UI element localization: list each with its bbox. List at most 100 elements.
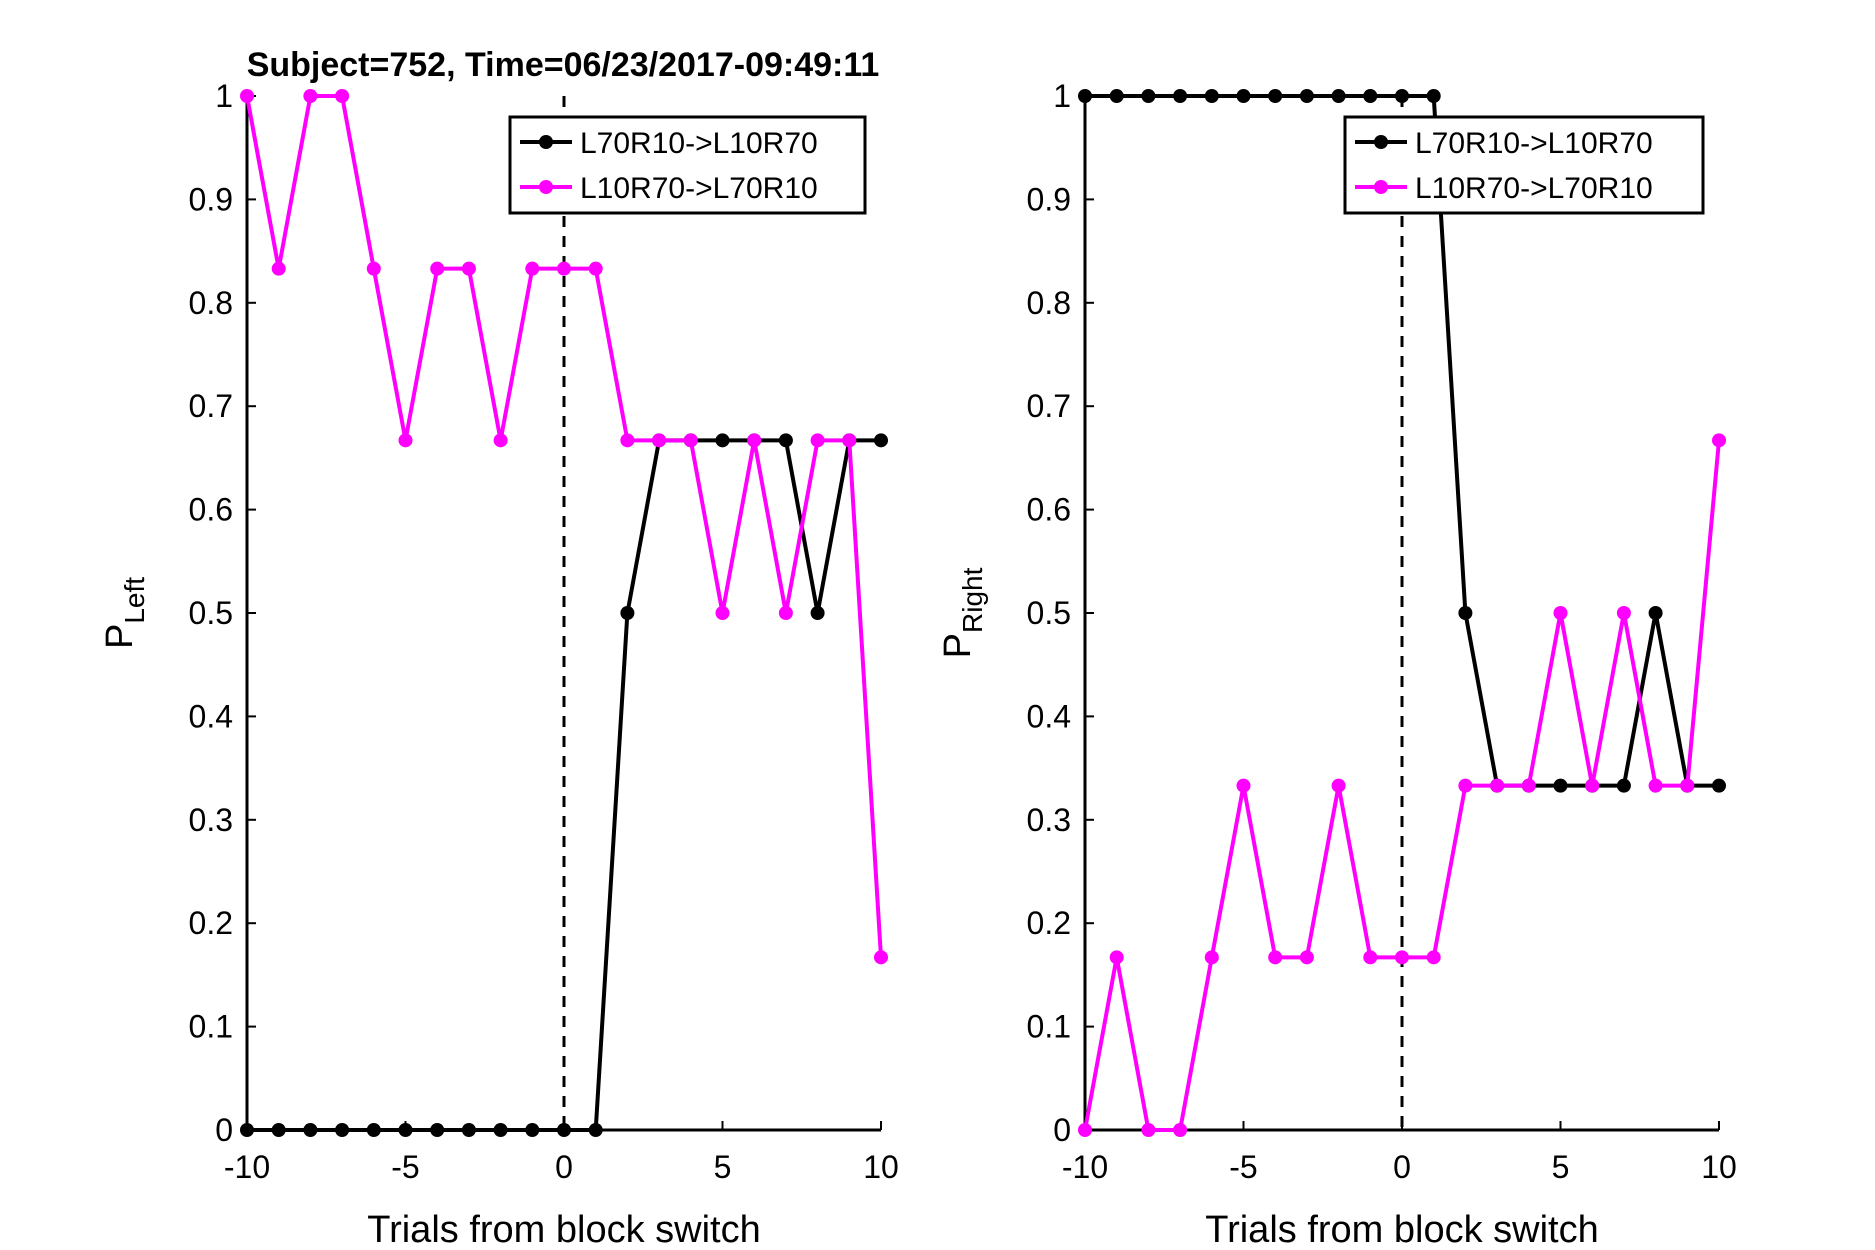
y-tick-label: 0.7: [1027, 388, 1071, 424]
x-tick-label: 0: [555, 1149, 573, 1185]
data-point: [715, 433, 730, 448]
data-point: [1458, 606, 1473, 620]
y-tick-label: 0.6: [189, 492, 233, 528]
data-point: [1268, 950, 1283, 965]
data-point: [1173, 89, 1188, 103]
y-tick-label: 0.2: [189, 905, 233, 941]
y-tick-label: 0: [215, 1112, 233, 1148]
legend: L70R10->L10R70 L10R70->L70R10: [1343, 115, 1705, 215]
legend-label: L10R70->L70R10: [1415, 172, 1653, 205]
y-tick-label: 0.8: [189, 285, 233, 321]
data-point: [1521, 778, 1536, 793]
data-point: [240, 1123, 254, 1137]
data-point: [366, 261, 381, 276]
x-axis-label: Trials from block switch: [1205, 1209, 1598, 1250]
data-point: [1141, 1123, 1156, 1137]
data-point: [335, 89, 350, 103]
data-point: [1331, 778, 1346, 793]
x-axis-label: Trials from block switch: [367, 1209, 760, 1250]
data-point: [557, 1123, 571, 1137]
data-point: [271, 1123, 286, 1137]
data-point: [430, 1123, 445, 1137]
data-point: [1648, 606, 1663, 620]
legend-swatch-marker: [1374, 135, 1388, 149]
y-tick-label: 0.5: [1027, 595, 1071, 631]
data-point: [1268, 89, 1283, 103]
y-axis-label-main: P: [937, 633, 979, 658]
data-point: [557, 261, 571, 276]
data-point: [1173, 1123, 1188, 1137]
data-point: [620, 606, 635, 620]
data-point: [1109, 89, 1124, 103]
data-point: [240, 89, 254, 103]
data-point: [1712, 778, 1726, 793]
data-point: [1553, 606, 1568, 620]
data-point: [525, 261, 540, 276]
data-point: [1553, 778, 1568, 793]
legend-swatch-marker: [539, 135, 553, 149]
data-point: [303, 89, 318, 103]
left-panel: 0 0.1 0.2 0.3 0.4 0.5 0.6 0.7 0.8 0.9 1 -10 -5 0 5 10 Tr…: [99, 78, 899, 1250]
data-point: [1426, 950, 1441, 965]
data-point: [588, 1123, 603, 1137]
x-tick-label: 5: [1552, 1149, 1570, 1185]
data-point: [461, 1123, 476, 1137]
y-axis-label-subscript: Left: [119, 577, 150, 624]
data-point: [430, 261, 445, 276]
data-point: [1141, 89, 1156, 103]
data-point: [493, 1123, 508, 1137]
data-point: [1616, 606, 1631, 620]
x-tick-label: -5: [391, 1149, 419, 1185]
series-1: [1078, 433, 1726, 1137]
data-point: [1078, 89, 1092, 103]
y-axis-label: PRight: [937, 567, 988, 658]
data-point: [1331, 89, 1346, 103]
x-tick-label: -10: [224, 1149, 270, 1185]
data-point: [778, 433, 793, 448]
data-point: [1680, 778, 1695, 793]
y-tick-label: 0.4: [189, 698, 233, 734]
legend-label: L10R70->L70R10: [580, 172, 818, 205]
y-tick-label: 0.8: [1027, 285, 1071, 321]
data-point: [366, 1123, 381, 1137]
y-tick-label: 0.7: [189, 388, 233, 424]
y-axis-label-main: P: [99, 624, 141, 649]
data-point: [1299, 89, 1314, 103]
y-tick-label: 0.1: [1027, 1009, 1071, 1045]
data-point: [398, 1123, 413, 1137]
data-point: [1363, 89, 1378, 103]
y-tick-label: 0.5: [189, 595, 233, 631]
data-point: [874, 950, 888, 965]
y-tick-label: 1: [1053, 78, 1071, 114]
y-tick-label: 0.4: [1027, 698, 1071, 734]
y-tick-label: 1: [215, 78, 233, 114]
right-panel: 0 0.1 0.2 0.3 0.4 0.5 0.6 0.7 0.8 0.9 1 -10 -5 0 5 10 Tr…: [937, 78, 1737, 1250]
data-point: [1204, 950, 1219, 965]
data-point: [1426, 89, 1441, 103]
y-axis-label-subscript: Right: [957, 567, 988, 633]
x-tick-label: -5: [1229, 1149, 1257, 1185]
y-axis-label: PLeft: [99, 577, 150, 649]
data-point: [715, 606, 730, 620]
data-point: [303, 1123, 318, 1137]
data-point: [525, 1123, 540, 1137]
legend-box: [508, 115, 867, 215]
data-point: [461, 261, 476, 276]
legend-label: L70R10->L10R70: [1415, 127, 1653, 160]
legend-swatch-marker: [539, 180, 553, 194]
data-point: [398, 433, 413, 448]
data-point: [1395, 950, 1409, 965]
data-point: [1648, 778, 1663, 793]
data-point: [1109, 950, 1124, 965]
x-tick-label: 0: [1393, 1149, 1411, 1185]
data-point: [810, 606, 825, 620]
y-tick-label: 0.1: [189, 1009, 233, 1045]
x-tick-label: -10: [1062, 1149, 1108, 1185]
data-point: [1616, 778, 1631, 793]
x-tick-label: 10: [863, 1149, 899, 1185]
data-point: [1395, 89, 1409, 103]
data-point: [1236, 778, 1251, 793]
legend: L70R10->L10R70 L10R70->L70R10: [508, 115, 867, 215]
data-point: [1299, 950, 1314, 965]
